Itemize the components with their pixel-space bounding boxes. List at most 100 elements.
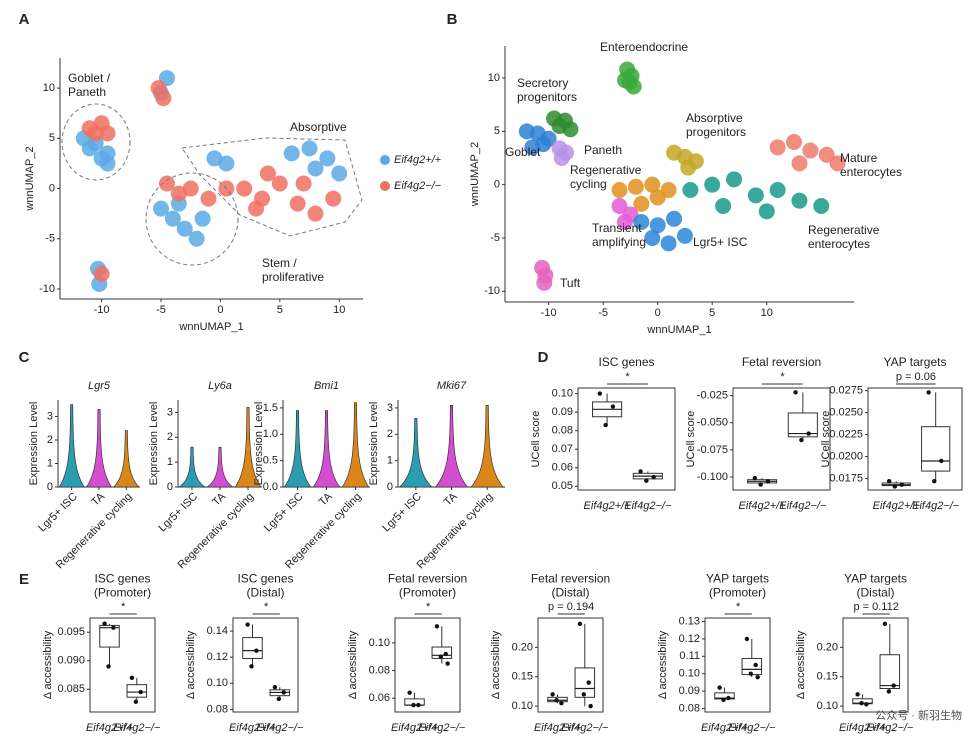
box <box>574 667 596 698</box>
y-axis-label: Expression Level <box>28 402 40 486</box>
sample-point <box>106 664 111 669</box>
sample-point <box>752 475 758 481</box>
significance-label: * <box>426 601 431 613</box>
panel-label: A <box>19 11 30 28</box>
y-tick-label: 1.0 <box>263 428 278 440</box>
chart-title: Ly6a <box>208 380 232 392</box>
y-tick-label: 2 <box>47 434 53 446</box>
y-tick-label: 0.20 <box>512 641 533 653</box>
sample-point <box>651 474 656 480</box>
plot-frame <box>732 387 831 491</box>
cluster-label: Mature enterocytes <box>840 151 903 179</box>
annotation: Goblet / Paneth <box>68 71 111 99</box>
sample-point <box>133 699 139 704</box>
x-tick-label: Eif4g2−/− <box>418 722 466 734</box>
sample-point <box>272 684 278 690</box>
x-tick-label: TA <box>317 490 335 508</box>
cell-point <box>99 155 116 172</box>
cell-point <box>283 145 300 162</box>
y-tick-label: -5 <box>45 233 55 245</box>
x-tick-label: Eif4g2−/− <box>779 500 827 512</box>
cell-point <box>627 178 644 195</box>
chart-title: ISC genes (Promoter) <box>93 571 152 600</box>
violin <box>85 409 113 488</box>
y-tick-label: 10 <box>43 82 55 94</box>
cluster-label: Enteroendocrine <box>600 40 689 54</box>
y-tick-label: 0.08 <box>207 703 228 715</box>
cell-point <box>325 190 342 207</box>
sample-point <box>806 431 811 436</box>
legend-label: Eif4g2+/+ <box>394 154 442 166</box>
cell-point <box>259 165 276 182</box>
plot-frame <box>867 387 963 491</box>
sample-point <box>939 458 944 464</box>
y-tick-label: 0.09 <box>552 406 573 418</box>
significance-label: p = 0.112 <box>853 601 898 613</box>
violin <box>470 404 504 488</box>
panel-label: C <box>19 349 30 366</box>
y-tick-label: 0.07 <box>552 443 573 455</box>
y-tick-label: 0.5 <box>263 455 278 467</box>
cell-point <box>676 227 693 244</box>
x-tick-label: Eif4g2−/− <box>256 722 304 734</box>
y-tick-label: 0.0275 <box>829 385 863 397</box>
sample-point <box>726 695 731 701</box>
cell-point <box>726 171 743 188</box>
significance-label: p = 0.194 <box>548 601 594 613</box>
y-tick-label: 5 <box>49 132 55 144</box>
cell-point <box>682 182 699 198</box>
y-tick-label: 0.12 <box>207 651 228 663</box>
violin <box>234 407 262 488</box>
y-tick-label: 0.10 <box>207 677 228 689</box>
cell-point <box>248 200 265 217</box>
sample-point <box>416 702 421 708</box>
cell-point <box>633 195 650 212</box>
sample-point <box>586 680 591 685</box>
sample-point <box>445 661 450 666</box>
violin <box>434 404 469 488</box>
y-tick-label: 0 <box>494 179 500 191</box>
plot-frame <box>89 617 156 713</box>
dashed-outline <box>145 172 239 266</box>
y-tick-label: 0.0250 <box>829 407 863 419</box>
chart-title: YAP targets (Promoter) <box>706 571 769 600</box>
violin <box>283 410 312 488</box>
box <box>99 624 120 648</box>
x-tick-label: Eif4g2+/+ <box>391 722 439 734</box>
violin <box>341 402 370 488</box>
sample-point <box>886 689 892 694</box>
significance-label: * <box>780 371 785 383</box>
sample-point <box>554 698 559 703</box>
y-tick-label: 0.0200 <box>829 450 863 462</box>
cell-point <box>562 121 579 138</box>
y-tick-label: 0.0225 <box>829 429 863 441</box>
cell-point <box>633 214 650 230</box>
y-axis-label: UCell score <box>530 411 542 468</box>
sample-point <box>610 404 616 409</box>
cell-point <box>829 155 846 172</box>
cell-point <box>236 180 253 197</box>
sample-point <box>753 662 758 668</box>
cell-point <box>704 176 721 193</box>
sample-point <box>891 683 896 688</box>
chart-title: Mki67 <box>437 380 467 392</box>
cluster-label: Tuft <box>560 276 581 290</box>
chart-title: Lgr5 <box>88 380 111 392</box>
sample-point <box>799 437 804 443</box>
x-tick-label: -10 <box>541 307 557 319</box>
chart-title: YAP targets (Distal) <box>844 571 907 600</box>
y-tick-label: 1 <box>167 456 173 468</box>
y-axis-label: Expression Level <box>253 402 265 486</box>
box <box>879 654 901 689</box>
cell-point <box>553 150 570 166</box>
sample-point <box>138 689 143 695</box>
cell-point <box>99 125 116 142</box>
box <box>126 684 148 698</box>
cell-point <box>155 90 172 107</box>
y-tick-label: -0.025 <box>697 390 728 402</box>
cell-point <box>295 175 312 192</box>
significance-label: * <box>736 601 741 613</box>
x-tick-label: Eif4g2+/+ <box>839 722 887 734</box>
cell-point <box>81 140 98 157</box>
